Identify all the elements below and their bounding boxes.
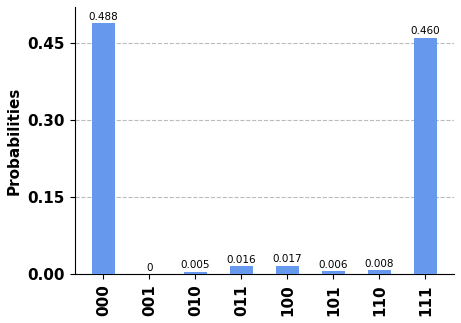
Text: 0.460: 0.460 [410, 26, 440, 36]
Text: 0: 0 [146, 263, 153, 273]
Text: 0.006: 0.006 [319, 260, 348, 270]
Text: 0.488: 0.488 [89, 12, 118, 22]
Text: 0.017: 0.017 [272, 254, 302, 264]
Text: 0.016: 0.016 [227, 255, 256, 265]
Bar [92, 23, 115, 275]
Text: 0.008: 0.008 [365, 259, 394, 269]
Bar [276, 266, 299, 275]
Bar [322, 271, 345, 275]
Bar [368, 270, 391, 275]
Bar [184, 272, 207, 275]
Text: 0.005: 0.005 [181, 260, 210, 270]
Bar [230, 266, 253, 275]
Bar [414, 38, 437, 275]
Y-axis label: Probabilities: Probabilities [7, 87, 22, 195]
